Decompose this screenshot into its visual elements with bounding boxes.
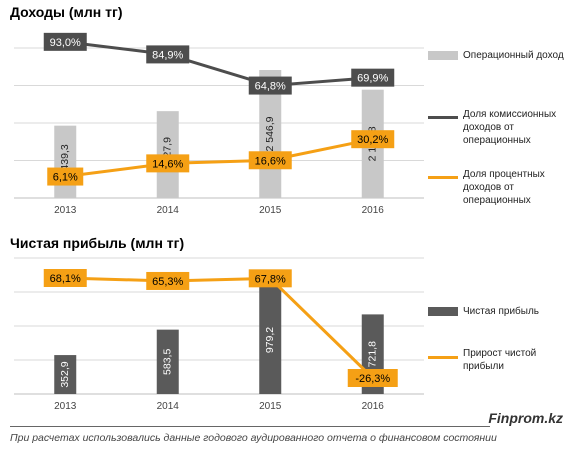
income-chart: 1 439,31 727,92 546,92 154,8201320142015…	[14, 32, 424, 216]
bar-value-label: 352,9	[59, 361, 71, 387]
x-tick-label: 2014	[157, 401, 180, 412]
legend-line-swatch-interest	[428, 176, 458, 179]
data-label: 68,1%	[50, 273, 81, 285]
legend-line-swatch-growth	[428, 356, 458, 359]
data-label-box	[47, 167, 84, 186]
legend-line-swatch-commission	[428, 116, 458, 119]
bar-2015	[259, 286, 282, 394]
bar-value-label: 2 546,9	[264, 116, 276, 151]
series-line-0	[65, 276, 374, 380]
data-label: 6,1%	[53, 172, 78, 184]
data-label-box	[146, 154, 190, 173]
data-label: 30,2%	[357, 134, 388, 146]
data-label: 14,6%	[152, 158, 183, 170]
x-tick-label: 2016	[362, 205, 385, 216]
data-label: 67,8%	[255, 273, 286, 285]
brand-divider	[10, 426, 490, 427]
data-label-box	[146, 45, 190, 64]
bar-value-label: 979,2	[264, 327, 276, 353]
data-label-box	[43, 269, 87, 287]
net-profit-chart: 352,9 583,5 979,2 721,8 2013 2014 2015 2016 68,1…	[14, 257, 424, 412]
data-label-box	[146, 271, 190, 290]
x-tick-label: 2015	[259, 205, 282, 216]
x-tick-label: 2014	[157, 205, 180, 216]
brand-logo-text: Finprom.kz	[488, 410, 563, 426]
data-label-box	[248, 76, 292, 95]
legend-bar-swatch-profit	[428, 307, 458, 316]
data-label: 16,6%	[255, 155, 286, 167]
series-line-0	[65, 40, 373, 88]
data-label: 64,8%	[255, 81, 286, 93]
data-label-box	[248, 151, 292, 170]
data-label: 84,9%	[152, 49, 183, 61]
data-label: 93,0%	[50, 37, 81, 49]
legend-bar-swatch-income	[428, 51, 458, 60]
data-label-box	[43, 32, 87, 51]
x-tick-label: 2016	[362, 401, 385, 412]
x-tick-label: 2013	[54, 205, 77, 216]
data-label: 65,3%	[152, 276, 183, 288]
bar-2013	[54, 355, 77, 394]
data-label-box	[248, 269, 292, 288]
bar-value-label: 583,5	[162, 349, 174, 375]
top-chart-title: Доходы (млн тг)	[10, 4, 123, 20]
data-label: -26,3%	[355, 373, 390, 385]
series-line-1	[65, 137, 374, 179]
data-label-box	[351, 130, 395, 149]
bar-2014	[156, 329, 179, 394]
legend-label-profit: Чистая прибыль	[463, 306, 539, 317]
legend-label-commission: Доля комиссионных доходов от операционны…	[463, 109, 557, 146]
x-tick-label: 2013	[54, 401, 77, 412]
bar-value-label: 721,8	[367, 341, 379, 367]
bottom-chart-title: Чистая прибыль (млн тг)	[10, 235, 185, 251]
legend-label-growth: Прирост чистой прибыли	[463, 348, 537, 372]
data-label-box	[351, 68, 395, 87]
legend-label-interest: Доля процентных доходов от операционных	[463, 169, 545, 206]
footnote: При расчетах использовались данные годов…	[10, 432, 497, 444]
legend-label-income: Операционный доход	[463, 50, 564, 61]
x-tick-label: 2015	[259, 401, 282, 412]
data-label-box	[347, 369, 398, 387]
data-label: 69,9%	[357, 73, 388, 85]
